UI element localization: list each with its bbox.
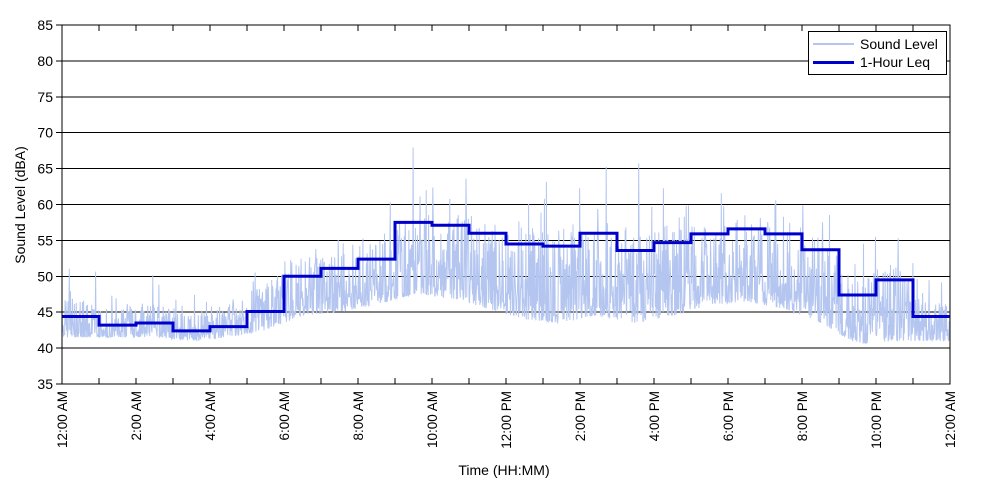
- svg-text:65: 65: [37, 161, 53, 177]
- svg-text:10:00 PM: 10:00 PM: [869, 391, 884, 449]
- svg-text:12:00 AM: 12:00 AM: [55, 391, 70, 448]
- leq-line-swatch: [813, 60, 854, 64]
- svg-text:50: 50: [37, 268, 53, 284]
- svg-text:6:00 AM: 6:00 AM: [277, 391, 292, 441]
- svg-text:40: 40: [37, 340, 53, 356]
- svg-text:8:00 AM: 8:00 AM: [351, 391, 366, 441]
- svg-text:45: 45: [37, 304, 53, 320]
- y-axis-title: Sound Level (dBA): [12, 146, 28, 264]
- legend-entry-sound-level: Sound Level: [813, 37, 946, 51]
- svg-text:2:00 AM: 2:00 AM: [129, 391, 144, 441]
- svg-text:8:00 PM: 8:00 PM: [795, 391, 810, 441]
- svg-text:12:00 AM: 12:00 AM: [943, 391, 958, 448]
- svg-text:4:00 AM: 4:00 AM: [203, 391, 218, 441]
- gridlines: [62, 60, 950, 349]
- sound-level-line-swatch: [813, 42, 854, 45]
- legend: Sound Level 1-Hour Leq: [808, 31, 947, 75]
- svg-text:60: 60: [37, 197, 53, 213]
- tick-marks: [56, 24, 951, 385]
- x-tick-labels: 12:00 AM 2:00 AM 4:00 AM 6:00 AM 8:00 AM 10:0…: [55, 391, 958, 449]
- svg-text:80: 80: [37, 53, 53, 69]
- legend-label-leq: 1-Hour Leq: [860, 54, 931, 71]
- leq-series: [62, 220, 950, 333]
- svg-text:55: 55: [37, 232, 53, 248]
- svg-text:10:00 AM: 10:00 AM: [425, 391, 440, 448]
- x-axis-title: Time (HH:MM): [458, 462, 550, 478]
- svg-text:2:00 PM: 2:00 PM: [573, 391, 588, 441]
- svg-text:12:00 PM: 12:00 PM: [499, 391, 514, 449]
- sound-level-series: [61, 147, 951, 344]
- svg-text:35: 35: [37, 376, 53, 392]
- svg-text:70: 70: [37, 125, 53, 141]
- legend-entry-leq: 1-Hour Leq: [813, 55, 946, 69]
- svg-text:4:00 PM: 4:00 PM: [647, 391, 662, 441]
- svg-text:85: 85: [37, 17, 53, 33]
- svg-text:6:00 PM: 6:00 PM: [721, 391, 736, 441]
- y-tick-labels: 35 40 45 50 55 60 65 70 75 80 85: [37, 17, 53, 392]
- legend-label-sound-level: Sound Level: [860, 35, 938, 52]
- svg-text:75: 75: [37, 89, 53, 105]
